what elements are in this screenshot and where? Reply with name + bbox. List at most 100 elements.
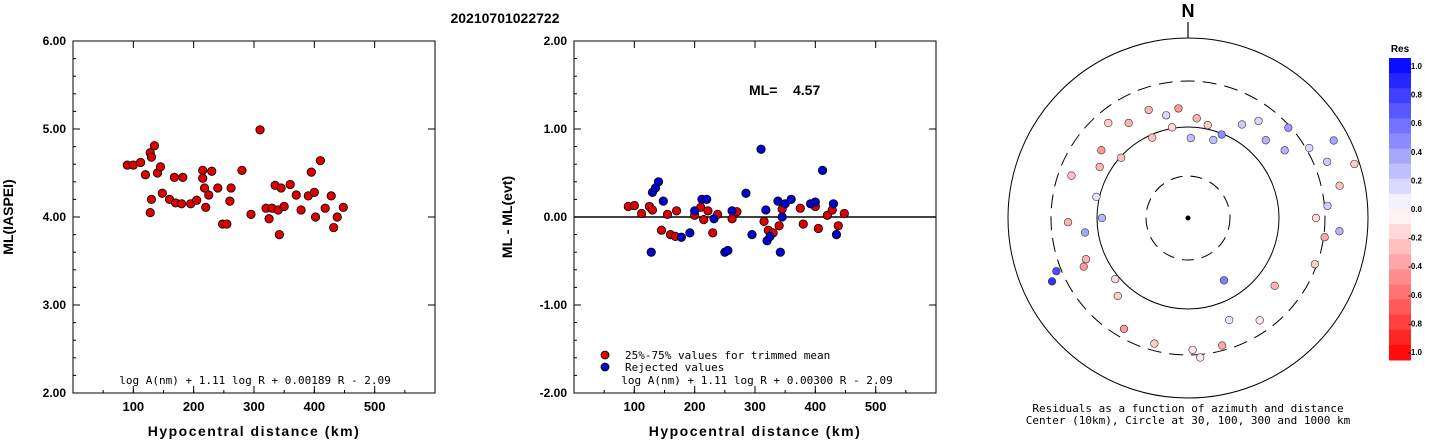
residual-point [1196, 353, 1205, 362]
colorbar-swatch [1389, 133, 1411, 150]
y-tick-label: 4.00 [43, 210, 67, 224]
residual-point [1261, 136, 1270, 145]
residual-point [1350, 159, 1359, 169]
residual-point [1323, 201, 1332, 210]
data-point [146, 152, 157, 162]
data-point [332, 212, 342, 222]
formula-text: log A(nm) + 1.11 log R + 0.00189 R - 2.0… [119, 374, 391, 387]
x-tick-label: 200 [183, 399, 205, 414]
colorbar-swatch [1389, 88, 1411, 104]
data-point [326, 191, 336, 201]
colorbar-swatch [1389, 193, 1411, 210]
data-point [222, 219, 232, 229]
y-tick-label: 6.00 [43, 34, 67, 48]
x-tick-label: 100 [122, 399, 144, 414]
y-axis-label: ML - ML(evt) [499, 176, 515, 258]
trimmed-point [798, 219, 808, 229]
rejected-point [756, 144, 766, 154]
data-point [279, 201, 289, 212]
colorbar-swatch [1389, 118, 1411, 134]
trimmed-point [813, 223, 823, 234]
x-axis-label: Hypocentral distance (km) [148, 423, 361, 439]
trimmed-point [759, 216, 769, 226]
rejected-point [747, 230, 757, 240]
data-point [155, 162, 166, 172]
residual-point [1192, 114, 1201, 123]
colorbar-tick-label: 0.6 [1411, 119, 1423, 128]
residual-point [1335, 227, 1344, 236]
data-point [310, 212, 321, 222]
rejected-point [709, 214, 719, 224]
rejected-point [646, 247, 656, 257]
colorbar-swatch [1389, 103, 1411, 119]
data-point [199, 183, 210, 193]
colorbar-tick-label: -0.4 [1408, 262, 1422, 271]
data-point [146, 194, 157, 204]
colorbar-tick-label: -1.0 [1408, 348, 1422, 357]
north-label: N [1182, 1, 1195, 21]
legend-rejected-marker [600, 362, 610, 372]
residual-point [1113, 291, 1122, 301]
colorbar-swatch [1389, 224, 1411, 240]
colorbar-title: Res [1391, 44, 1410, 55]
x-tick-label: 500 [865, 399, 887, 414]
data-point [157, 188, 167, 198]
data-point [135, 157, 146, 168]
x-tick-label: 500 [364, 399, 386, 414]
colorbar-tick-label: -0.6 [1408, 291, 1422, 300]
colorbar-swatch [1389, 209, 1411, 225]
x-tick-label: 300 [744, 399, 766, 414]
data-point [246, 209, 256, 219]
data-point [149, 141, 160, 151]
residual-point [1144, 105, 1153, 115]
residual-point [1188, 345, 1197, 355]
data-point [140, 170, 150, 180]
data-point [315, 156, 325, 166]
residual-point [1111, 274, 1120, 284]
residual-point [1284, 123, 1293, 132]
y-tick-label: 1.00 [544, 122, 568, 136]
residual-point [1237, 120, 1247, 129]
residual-point [1080, 228, 1090, 237]
residual-point [1092, 192, 1101, 201]
y-tick-label: -1.00 [540, 298, 568, 312]
residual-vs-distance-panel: 100 200 300 400 500 -2.00 -1.00 0.00 1.00 2.00 ML… [499, 34, 937, 439]
trimmed-point [795, 203, 805, 213]
y-axis-label: ML(IASPEI) [0, 179, 16, 254]
colorbar-swatch [1389, 58, 1411, 74]
colorbar-tick-label: -0.2 [1408, 234, 1422, 243]
data-point [276, 183, 286, 193]
rejected-point [723, 245, 733, 256]
rejected-point [676, 232, 686, 242]
x-tick-label: 200 [684, 399, 706, 414]
legend-rejected-label: Rejected values [625, 361, 724, 374]
residual-point [1124, 118, 1133, 128]
residual-point [1320, 233, 1329, 242]
colorbar-tick-label: 0.2 [1411, 176, 1423, 185]
polar-caption-1: Residuals as a function of azimuth and d… [1032, 402, 1343, 415]
ml-value: 4.57 [793, 82, 820, 98]
trimmed-point [636, 208, 647, 219]
ring-1000km [1007, 37, 1369, 399]
data-point [309, 187, 319, 197]
colorbar-tick-label: 0.8 [1411, 91, 1423, 100]
residual-point [1335, 181, 1344, 190]
colorbar-swatch [1389, 299, 1411, 316]
ml-label: ML= [749, 82, 777, 98]
rejected-point [817, 165, 828, 175]
rejected-point [810, 197, 820, 207]
data-point [296, 205, 306, 215]
trimmed-point [647, 205, 658, 215]
ring-100km [1096, 126, 1280, 310]
trimmed-point [833, 221, 843, 231]
data-point [264, 214, 274, 224]
residual-point [1117, 153, 1126, 162]
rejected-point [685, 228, 695, 238]
residual-point [1322, 157, 1332, 166]
colorbar-swatch [1389, 148, 1411, 165]
rejected-point [761, 205, 771, 215]
rejected-point [828, 199, 839, 209]
residual-point [1148, 133, 1157, 142]
data-point [237, 165, 247, 175]
residual-point [1280, 146, 1289, 155]
